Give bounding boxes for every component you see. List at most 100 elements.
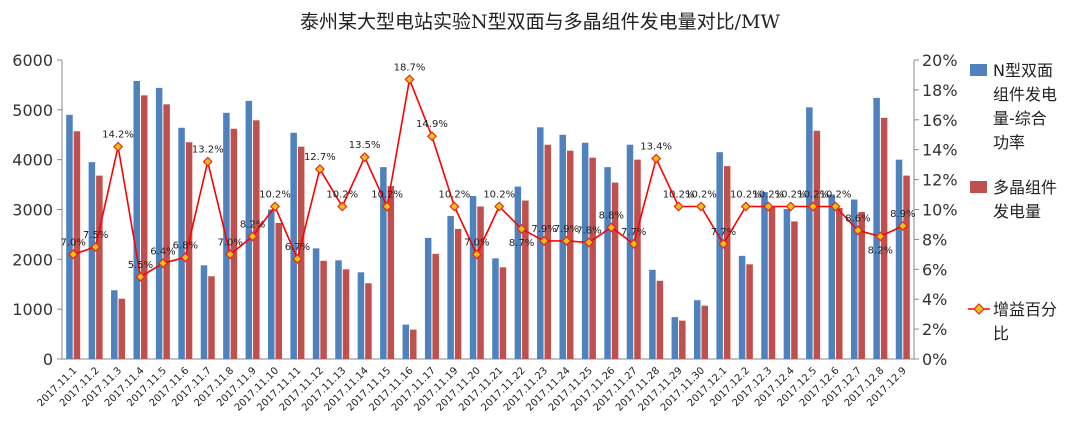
gain-marker — [292, 253, 303, 264]
gain-data-label: 13.5% — [349, 140, 381, 151]
gain-marker — [337, 201, 348, 212]
y-left-tick-label: 3000 — [12, 201, 53, 220]
bar-multicrystal — [96, 175, 103, 359]
gain-data-label: 12.7% — [304, 152, 336, 163]
bar-bifacial — [581, 142, 589, 359]
gain-marker — [583, 237, 594, 248]
gain-marker — [471, 249, 482, 260]
y-right-tick-label: 0% — [922, 350, 947, 369]
bar-bifacial — [111, 290, 118, 359]
gain-data-label: 10.2% — [752, 190, 784, 201]
bar-bifacial — [716, 152, 723, 359]
y-left-tick-label: 5000 — [12, 101, 53, 120]
bar-bifacial — [312, 248, 320, 359]
gain-data-label: 10.2% — [483, 190, 515, 201]
gain-data-label: 13.4% — [640, 142, 672, 153]
bar-bifacial — [245, 100, 253, 359]
bar-multicrystal — [477, 206, 484, 359]
gain-marker — [830, 201, 841, 212]
bar-bifacial — [290, 132, 297, 359]
bar-multicrystal — [858, 211, 865, 359]
gain-data-label: 7.9% — [554, 224, 579, 235]
bar-bifacial — [828, 194, 836, 359]
gain-marker — [225, 249, 236, 260]
y-right-tick-label: 8% — [922, 230, 947, 249]
gain-marker — [695, 201, 707, 212]
legend-marker — [973, 303, 985, 315]
bar-multicrystal — [791, 221, 798, 359]
bar-bifacial — [133, 80, 140, 360]
legend-swatch — [970, 181, 987, 193]
gain-marker — [202, 156, 213, 167]
legend-label: 组件发电 — [993, 85, 1057, 104]
bar-multicrystal — [387, 186, 395, 359]
legend-label: 多晶组件 — [993, 178, 1057, 197]
gain-data-label: 10.2% — [797, 190, 829, 201]
y-left-tick-label: 1000 — [12, 300, 53, 319]
bar-bifacial — [873, 97, 880, 359]
bar-bifacial — [761, 192, 768, 359]
gain-marker — [808, 201, 819, 212]
gain-data-label: 7.5% — [83, 230, 108, 241]
bar-bifacial — [424, 237, 432, 359]
y-left-tick-label: 0 — [43, 350, 53, 369]
gain-data-label: 18.7% — [394, 62, 426, 73]
bar-bifacial — [649, 269, 656, 359]
bar-multicrystal — [118, 298, 126, 359]
gain-data-label: 6.7% — [285, 242, 310, 253]
gain-marker — [426, 131, 437, 142]
bar-bifacial — [492, 258, 499, 359]
bar-bifacial — [88, 162, 96, 359]
bar-multicrystal — [813, 130, 821, 359]
gain-data-label: 8.7% — [509, 238, 534, 249]
bar-multicrystal — [275, 222, 283, 359]
bar-bifacial — [671, 317, 679, 359]
y-left-tick-label: 4000 — [12, 151, 53, 170]
gain-marker — [494, 201, 505, 212]
bar-multicrystal — [432, 253, 439, 359]
bar-multicrystal — [73, 131, 81, 359]
gain-marker — [875, 231, 886, 242]
y-right-tick-label: 16% — [922, 111, 958, 130]
y-left-tick-label: 2000 — [12, 250, 53, 269]
gain-data-label: 10.2% — [775, 190, 807, 201]
gain-data-label: 7.7% — [621, 227, 646, 238]
gain-marker — [740, 201, 751, 212]
bar-bifacial — [200, 265, 208, 359]
gain-data-label: 6.4% — [150, 246, 175, 257]
gain-marker — [90, 241, 101, 252]
bar-multicrystal — [634, 159, 641, 359]
bar-bifacial — [380, 167, 387, 359]
gain-data-label: 10.2% — [438, 190, 470, 201]
gain-marker — [247, 231, 258, 242]
y-right-tick-label: 18% — [922, 81, 958, 100]
gain-marker — [651, 153, 662, 164]
bar-multicrystal — [253, 120, 260, 359]
bar-multicrystal — [656, 280, 664, 359]
gain-data-label: 13.2% — [192, 145, 224, 156]
gain-marker — [673, 201, 684, 212]
bar-bifacial — [447, 215, 454, 359]
y-right-tick-label: 6% — [922, 260, 947, 279]
gain-marker — [516, 223, 527, 234]
bar-bifacial — [537, 127, 544, 360]
bar-multicrystal — [140, 95, 148, 360]
gain-data-label: 8.8% — [599, 210, 624, 221]
bar-multicrystal — [903, 175, 910, 359]
bar-multicrystal — [566, 150, 574, 359]
y-right-tick-label: 20% — [922, 51, 958, 70]
bar-multicrystal — [163, 104, 170, 359]
bar-bifacial — [895, 159, 903, 359]
gain-marker — [606, 222, 617, 233]
gain-marker — [897, 220, 908, 231]
gain-data-label: 8.2% — [868, 245, 893, 256]
bar-bifacial — [693, 300, 701, 359]
gain-data-label: 14.2% — [102, 130, 134, 141]
y-right-tick-label: 10% — [922, 201, 958, 220]
bar-bifacial — [267, 209, 275, 359]
gain-marker — [449, 201, 460, 212]
gain-marker — [785, 201, 796, 212]
bar-bifacial — [402, 324, 410, 359]
